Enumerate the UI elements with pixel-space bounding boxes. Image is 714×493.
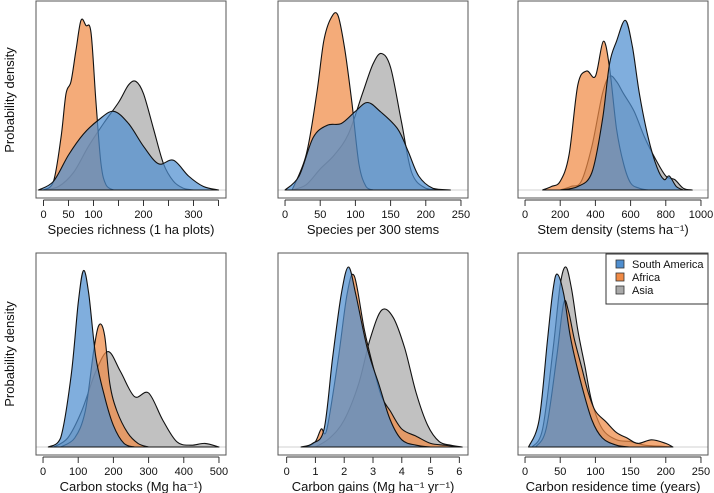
x-tick-label: 0 [522, 209, 528, 221]
x-axis-title: Stem density (stems ha⁻¹) [537, 222, 688, 237]
x-axis-title: Species per 300 stems [307, 222, 440, 237]
x-tick-label: 150 [621, 466, 639, 478]
legend-label-asia: Asia [632, 285, 654, 297]
x-tick-label: 200 [657, 466, 675, 478]
x-tick-label: 200 [551, 209, 569, 221]
legend-swatch-south-america [615, 259, 625, 269]
x-tick-label: 500 [210, 466, 228, 478]
plot-frame [277, 252, 469, 456]
density-south-america [528, 273, 646, 448]
x-tick-label: 100 [69, 466, 87, 478]
x-tick-label: 600 [621, 209, 639, 221]
x-tick-label: 200 [104, 466, 122, 478]
x-tick-label: 1000 [689, 209, 713, 221]
density-south-america [37, 110, 220, 191]
x-tick-label: 150 [381, 209, 399, 221]
x-tick-label: 50 [554, 466, 566, 478]
density-south-america [559, 19, 684, 191]
x-tick-label: 400 [175, 466, 193, 478]
x-tick-label: 800 [657, 209, 675, 221]
x-tick-label: 0 [40, 209, 46, 221]
legend-label-south-america: South America [632, 259, 704, 271]
x-tick-label: 400 [586, 209, 604, 221]
x-tick-label: 200 [417, 209, 435, 221]
legend-swatch-asia [615, 285, 625, 295]
panel-species-per-300-stems: 0 50 100 150 200 250 Species per 300 stems [277, 0, 470, 237]
x-tick-label: 100 [586, 466, 604, 478]
y-axis-label-top: Probability density [2, 47, 17, 153]
x-axis-title: Carbon stocks (Mg ha⁻¹) [60, 479, 203, 493]
x-tick-label: 3 [370, 466, 376, 478]
plot-frame [517, 0, 709, 199]
x-tick-label: 0 [284, 466, 290, 478]
legend-label-africa: Africa [632, 272, 661, 284]
plot-frame [35, 252, 227, 456]
panel-carbon-stocks: 0 100 200 300 400 500 Carbon stocks (Mg ha⁻¹) [35, 252, 228, 493]
density-south-america [300, 266, 432, 448]
x-tick-label: 0 [522, 466, 528, 478]
density-south-america [47, 270, 136, 448]
x-tick-label: 50 [314, 209, 326, 221]
x-tick-label: 100 [346, 209, 364, 221]
legend-swatch-africa [615, 272, 625, 282]
x-tick-label: 6 [456, 466, 462, 478]
x-tick-label: 50 [62, 209, 74, 221]
x-tick-label: 5 [428, 466, 434, 478]
x-tick-label: 1 [312, 466, 318, 478]
x-tick-label: 300 [184, 209, 202, 221]
x-tick-label: 300 [139, 466, 157, 478]
x-tick-label: 4 [399, 466, 405, 478]
legend: South America Africa Asia [605, 253, 709, 305]
plot-frame [35, 0, 227, 199]
x-tick-label: 250 [692, 466, 710, 478]
x-tick-label: 100 [84, 209, 102, 221]
y-axis-label-bottom: Probability density [2, 301, 17, 407]
x-axis-title: Carbon gains (Mg ha⁻¹ yr⁻¹) [292, 479, 455, 493]
x-tick-label: 0 [282, 209, 288, 221]
plot-frame [517, 252, 709, 456]
plot-frame [277, 0, 469, 199]
x-tick-label: 0 [40, 466, 46, 478]
x-axis-title: Species richness (1 ha plots) [48, 222, 215, 237]
x-tick-label: 200 [134, 209, 152, 221]
x-axis-title: Carbon residence time (years) [526, 479, 701, 493]
density-south-america [284, 101, 451, 191]
x-tick-label: 250 [452, 209, 470, 221]
x-tick-label: 2 [341, 466, 347, 478]
